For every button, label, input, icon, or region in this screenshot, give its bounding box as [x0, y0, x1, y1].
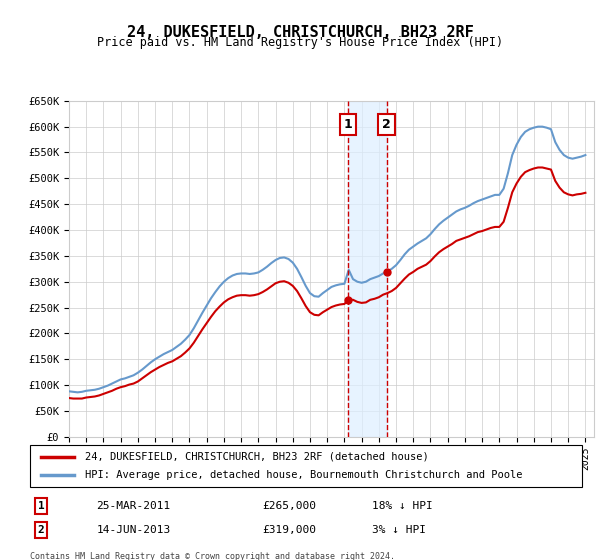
Text: 1: 1 — [344, 118, 353, 131]
Text: Contains HM Land Registry data © Crown copyright and database right 2024.
This d: Contains HM Land Registry data © Crown c… — [30, 552, 395, 560]
Text: 14-JUN-2013: 14-JUN-2013 — [96, 525, 170, 535]
Text: Price paid vs. HM Land Registry's House Price Index (HPI): Price paid vs. HM Land Registry's House … — [97, 36, 503, 49]
Text: 18% ↓ HPI: 18% ↓ HPI — [372, 501, 433, 511]
Text: 1: 1 — [38, 501, 44, 511]
Bar — [349, 101, 386, 437]
Text: 24, DUKESFIELD, CHRISTCHURCH, BH23 2RF (detached house): 24, DUKESFIELD, CHRISTCHURCH, BH23 2RF (… — [85, 452, 429, 462]
Text: 2: 2 — [38, 525, 44, 535]
Text: £265,000: £265,000 — [262, 501, 316, 511]
Text: HPI: Average price, detached house, Bournemouth Christchurch and Poole: HPI: Average price, detached house, Bour… — [85, 470, 523, 480]
Text: 24, DUKESFIELD, CHRISTCHURCH, BH23 2RF: 24, DUKESFIELD, CHRISTCHURCH, BH23 2RF — [127, 25, 473, 40]
Text: 3% ↓ HPI: 3% ↓ HPI — [372, 525, 426, 535]
Text: £319,000: £319,000 — [262, 525, 316, 535]
FancyBboxPatch shape — [30, 445, 582, 487]
Text: 2: 2 — [382, 118, 391, 131]
Text: 25-MAR-2011: 25-MAR-2011 — [96, 501, 170, 511]
